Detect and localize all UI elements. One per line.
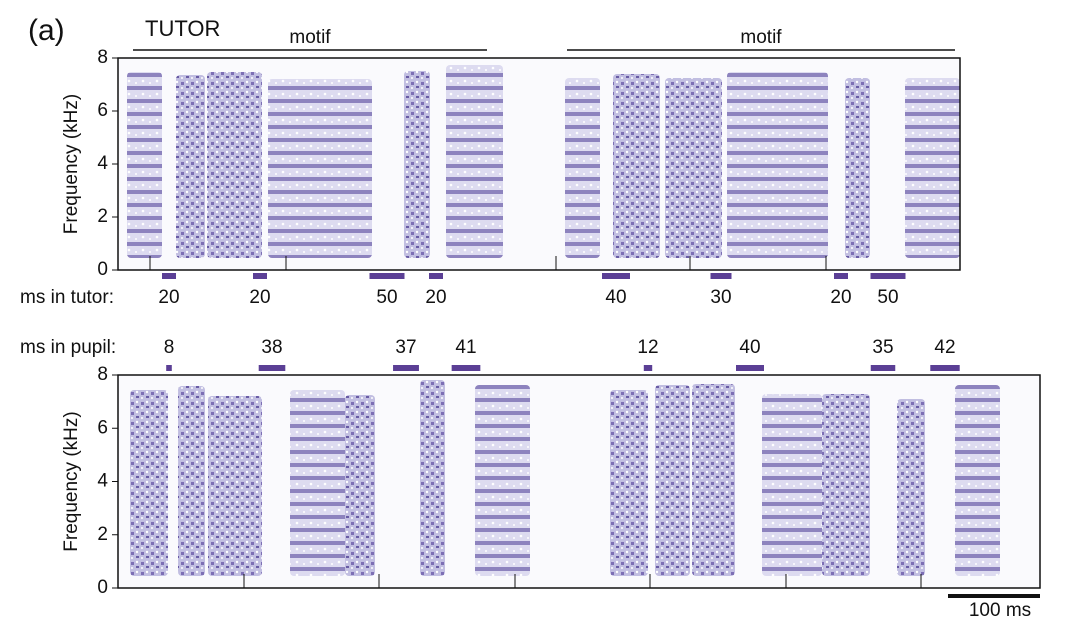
gap-label: 38 bbox=[261, 337, 282, 358]
gap-label: 30 bbox=[710, 287, 731, 308]
syllable bbox=[692, 384, 735, 576]
gap-bar bbox=[429, 273, 443, 279]
y-tick-label: 6 bbox=[97, 100, 108, 121]
y-tick-label: 0 bbox=[97, 577, 108, 598]
gap-label: 50 bbox=[376, 287, 397, 308]
gap-label: 42 bbox=[934, 337, 955, 358]
y-tick-label: 8 bbox=[97, 364, 108, 385]
gap-bar bbox=[834, 273, 848, 279]
scale-bar-label: 100 ms bbox=[969, 600, 1031, 621]
syllable bbox=[565, 78, 600, 258]
y-tick-label: 6 bbox=[97, 417, 108, 438]
gap-label: 20 bbox=[249, 287, 270, 308]
y-tick-label: 0 bbox=[97, 259, 108, 280]
y-tick-label: 4 bbox=[97, 153, 108, 174]
gap-bar bbox=[451, 365, 481, 371]
gap-bar bbox=[602, 273, 630, 279]
y-tick-label: 2 bbox=[97, 206, 108, 227]
syllable bbox=[955, 385, 1000, 576]
syllable bbox=[176, 75, 205, 258]
syllable bbox=[822, 394, 870, 576]
motif-label: motif bbox=[289, 27, 331, 48]
syllable bbox=[268, 79, 372, 258]
gap-label: 12 bbox=[637, 337, 658, 358]
syllable bbox=[897, 399, 925, 576]
syllable bbox=[665, 78, 722, 258]
gap-bar bbox=[162, 273, 176, 279]
gap-bar bbox=[930, 365, 960, 371]
gap-bar bbox=[710, 273, 732, 279]
syllable bbox=[905, 78, 960, 258]
gap-row-label: ms in pupil: bbox=[20, 337, 116, 358]
gap-bar bbox=[393, 365, 419, 371]
gap-bar bbox=[643, 365, 653, 371]
gap-label: 20 bbox=[158, 287, 179, 308]
gap-bar bbox=[253, 273, 267, 279]
y-tick-label: 8 bbox=[97, 47, 108, 68]
syllable bbox=[845, 78, 870, 258]
gap-label: 35 bbox=[872, 337, 893, 358]
gap-bar bbox=[870, 273, 906, 279]
y-axis-label: Frequency (kHz) bbox=[61, 94, 82, 234]
syllable bbox=[475, 385, 530, 576]
syllable bbox=[127, 72, 162, 258]
syllable bbox=[208, 396, 262, 576]
gap-row-label: ms in tutor: bbox=[20, 287, 114, 308]
syllable bbox=[207, 72, 262, 258]
plot-background bbox=[118, 375, 1040, 588]
syllable bbox=[404, 71, 430, 258]
y-tick-label: 2 bbox=[97, 524, 108, 545]
gap-label: 8 bbox=[164, 337, 175, 358]
gap-label: 20 bbox=[425, 287, 446, 308]
gap-bar bbox=[870, 365, 896, 371]
syllable bbox=[130, 390, 168, 576]
syllable bbox=[655, 385, 690, 576]
chart-title: TUTOR bbox=[145, 16, 220, 41]
panel-label: (a) bbox=[28, 14, 65, 47]
syllable bbox=[420, 380, 445, 576]
syllable bbox=[613, 74, 660, 258]
gap-label: 40 bbox=[739, 337, 760, 358]
syllable bbox=[345, 395, 375, 576]
y-axis-label: Frequency (kHz) bbox=[61, 411, 82, 551]
syllable bbox=[446, 65, 503, 258]
gap-bar bbox=[736, 365, 764, 371]
gap-label: 50 bbox=[877, 287, 898, 308]
gap-bar bbox=[166, 365, 172, 371]
syllable bbox=[290, 390, 345, 576]
gap-bar bbox=[258, 365, 286, 371]
gap-label: 40 bbox=[605, 287, 626, 308]
syllable bbox=[762, 394, 822, 576]
gap-label: 37 bbox=[395, 337, 416, 358]
syllable bbox=[727, 72, 828, 258]
y-tick-label: 4 bbox=[97, 471, 108, 492]
gap-label: 20 bbox=[830, 287, 851, 308]
syllable bbox=[178, 386, 205, 576]
syllable bbox=[610, 390, 648, 576]
motif-label: motif bbox=[740, 27, 782, 48]
gap-bar bbox=[369, 273, 405, 279]
gap-label: 41 bbox=[455, 337, 476, 358]
